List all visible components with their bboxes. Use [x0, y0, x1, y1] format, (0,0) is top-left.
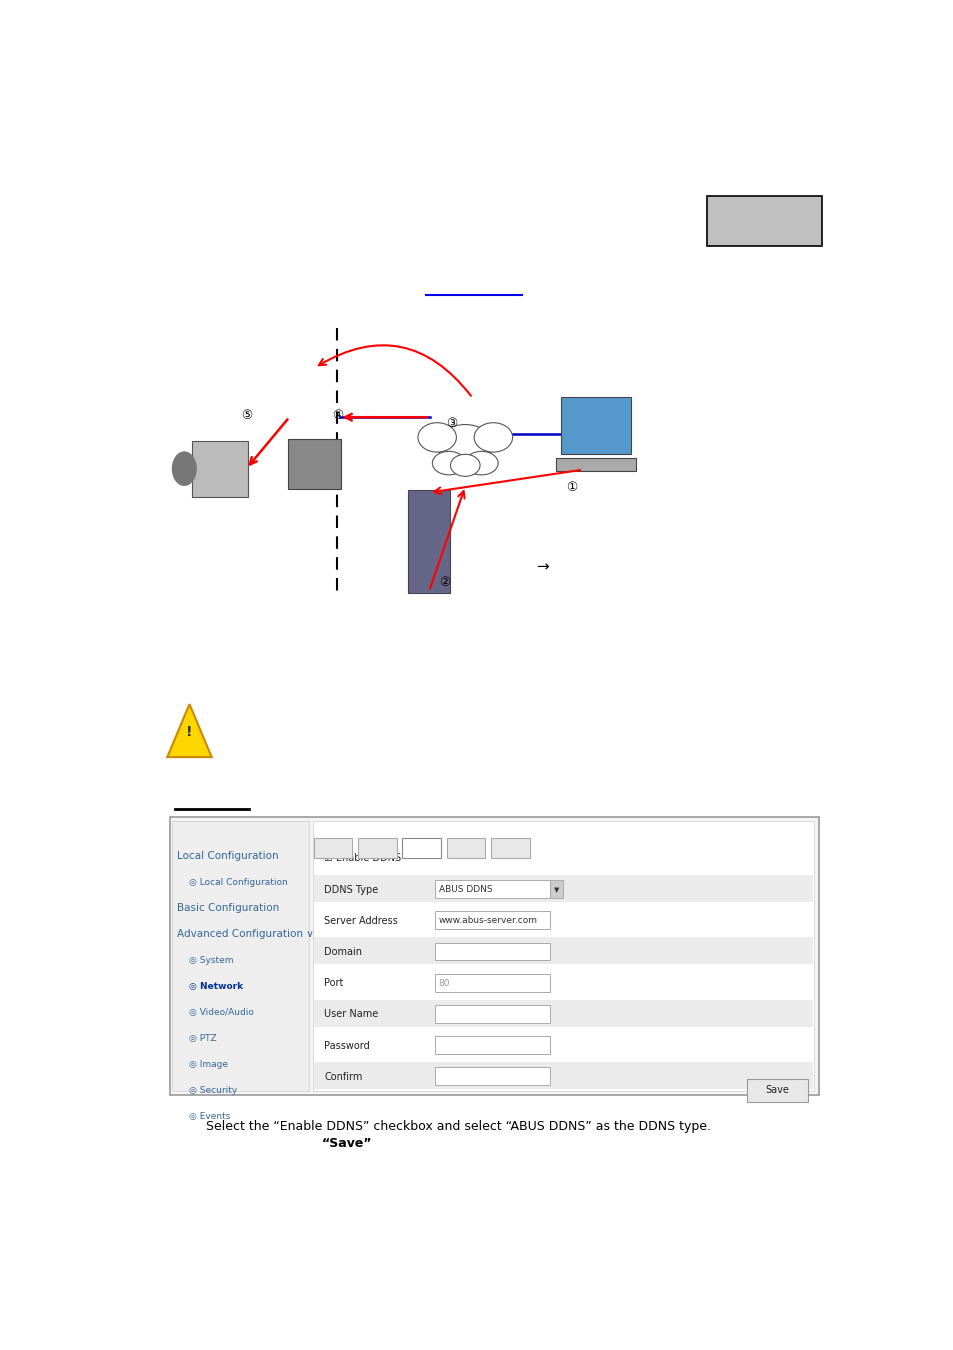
Text: ①: ①	[565, 481, 577, 494]
FancyBboxPatch shape	[435, 942, 549, 960]
FancyBboxPatch shape	[314, 999, 812, 1026]
Text: ABUS DDNS: ABUS DDNS	[438, 886, 492, 894]
Ellipse shape	[437, 424, 493, 464]
Text: ◎ System: ◎ System	[189, 956, 233, 965]
FancyBboxPatch shape	[435, 880, 549, 898]
Text: 80: 80	[438, 979, 450, 988]
Text: DDNS: DDNS	[408, 844, 435, 853]
Text: “Save”: “Save”	[321, 1137, 372, 1150]
Ellipse shape	[474, 423, 512, 452]
FancyBboxPatch shape	[435, 911, 549, 929]
Text: DDNS Type: DDNS Type	[324, 884, 378, 895]
FancyBboxPatch shape	[435, 973, 549, 991]
FancyBboxPatch shape	[706, 196, 821, 246]
Text: !: !	[186, 725, 193, 740]
FancyBboxPatch shape	[549, 880, 562, 898]
FancyBboxPatch shape	[288, 439, 341, 490]
FancyBboxPatch shape	[172, 821, 309, 1091]
Polygon shape	[167, 705, 212, 757]
Text: ◎ Local Configuration: ◎ Local Configuration	[189, 878, 287, 887]
Text: www.abus-server.com: www.abus-server.com	[438, 917, 537, 925]
Text: TCP/IP: TCP/IP	[319, 844, 346, 853]
Text: UPnP™: UPnP™	[494, 844, 526, 853]
FancyBboxPatch shape	[556, 458, 636, 471]
Text: ◎ Events: ◎ Events	[189, 1112, 230, 1120]
Text: ④: ④	[332, 409, 343, 423]
Text: →: →	[536, 560, 548, 575]
Text: ◎ Image: ◎ Image	[189, 1060, 228, 1069]
Text: Basic Configuration: Basic Configuration	[176, 903, 279, 914]
FancyBboxPatch shape	[435, 1037, 549, 1054]
FancyBboxPatch shape	[560, 397, 630, 454]
FancyBboxPatch shape	[491, 837, 529, 859]
Text: ☑ Enable DDNS: ☑ Enable DDNS	[324, 853, 401, 864]
Text: Server Address: Server Address	[324, 915, 397, 926]
Text: ⑤: ⑤	[240, 409, 252, 423]
FancyBboxPatch shape	[314, 937, 812, 964]
Text: ③: ③	[446, 417, 457, 431]
FancyBboxPatch shape	[446, 837, 485, 859]
Text: Confirm: Confirm	[324, 1072, 362, 1081]
FancyBboxPatch shape	[314, 1062, 812, 1089]
Text: Save: Save	[764, 1085, 788, 1095]
FancyBboxPatch shape	[408, 490, 449, 594]
Text: Port: Port	[324, 979, 343, 988]
FancyBboxPatch shape	[170, 817, 818, 1095]
FancyBboxPatch shape	[402, 837, 440, 859]
FancyBboxPatch shape	[314, 837, 352, 859]
Ellipse shape	[432, 451, 465, 475]
Text: User Name: User Name	[324, 1010, 378, 1019]
Text: Password: Password	[324, 1041, 370, 1050]
Text: ◎ PTZ: ◎ PTZ	[189, 1034, 216, 1042]
FancyBboxPatch shape	[746, 1079, 807, 1102]
FancyBboxPatch shape	[192, 440, 248, 497]
Ellipse shape	[417, 423, 456, 452]
Text: Domain: Domain	[324, 946, 362, 957]
Text: Local Configuration: Local Configuration	[176, 852, 278, 861]
FancyBboxPatch shape	[435, 1004, 549, 1023]
FancyBboxPatch shape	[314, 875, 812, 902]
Text: Port: Port	[368, 844, 386, 853]
Text: ②: ②	[438, 576, 450, 590]
Text: FTP: FTP	[457, 844, 474, 853]
FancyBboxPatch shape	[313, 821, 813, 1091]
Text: Select the “Enable DDNS” checkbox and select “ABUS DDNS” as the DDNS type.: Select the “Enable DDNS” checkbox and se…	[206, 1120, 711, 1133]
Text: ◎ Video/Audio: ◎ Video/Audio	[189, 1008, 253, 1017]
FancyBboxPatch shape	[357, 837, 396, 859]
Ellipse shape	[450, 455, 479, 477]
Ellipse shape	[464, 451, 497, 475]
Text: ▼: ▼	[553, 887, 558, 892]
Text: ◎ Security: ◎ Security	[189, 1085, 236, 1095]
Text: ◎ Network: ◎ Network	[189, 981, 243, 991]
FancyBboxPatch shape	[435, 1068, 549, 1085]
Circle shape	[172, 452, 196, 485]
Text: Advanced Configuration ∨: Advanced Configuration ∨	[176, 929, 314, 940]
